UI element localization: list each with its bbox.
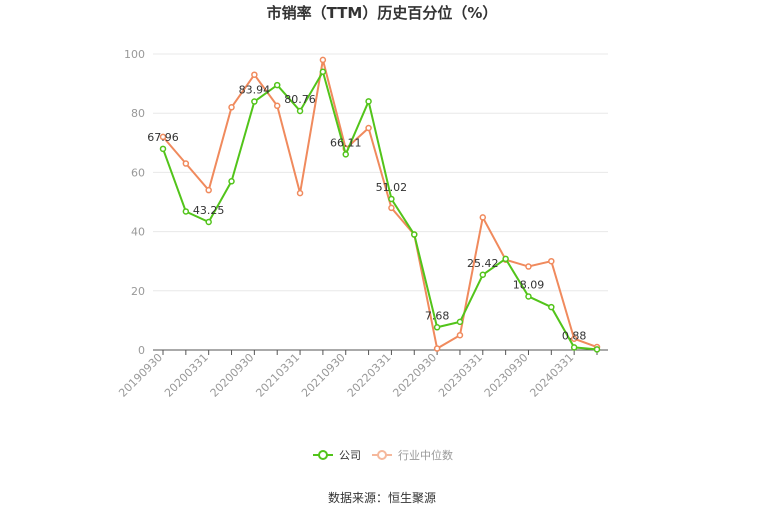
y-tick-label-80: 80 (131, 107, 145, 120)
data-label-20210930: 66.11 (330, 136, 362, 149)
series-0-point-20230331 (479, 271, 487, 279)
legend-marker-company (318, 450, 328, 460)
series-1-point-20191231 (182, 160, 190, 167)
x-tick-label-20210331: 20210331 (253, 351, 302, 400)
series-0-point-20210930 (342, 151, 349, 158)
y-tick-label-20: 20 (131, 285, 145, 298)
legend-label-company: 公司 (339, 449, 361, 462)
series-1-point-20210331 (296, 189, 304, 197)
series-0-point-20220630 (411, 231, 418, 238)
y-tick-label-0: 0 (138, 344, 145, 357)
x-tick-label-20220331: 20220331 (345, 351, 394, 400)
series-line-1 (162, 59, 598, 351)
series-1-point-20210630 (319, 56, 327, 64)
series-0-point-20220331 (388, 195, 395, 203)
series-0-point-20231231 (548, 303, 555, 311)
series-1-point-20240331 (570, 335, 578, 343)
series-0-point-20221231 (456, 318, 464, 326)
series-0-point-20240630 (593, 346, 601, 353)
x-tick-label-20190930: 20190930 (116, 351, 165, 400)
y-axis: 0 20 40 60 80 100 (124, 48, 145, 357)
y-tick-label-100: 100 (124, 48, 145, 61)
legend-label-industry: 行业中位数 (398, 448, 453, 462)
y-tick-label-40: 40 (131, 226, 145, 239)
y-tick-label-60: 60 (131, 166, 145, 179)
x-tick-label-20200331: 20200331 (162, 351, 211, 400)
series-0-point-20201231 (273, 81, 281, 89)
series-0-point-20211231 (365, 98, 372, 105)
x-tick-label-20220930: 20220930 (390, 351, 439, 400)
data-label-20200331: 43.25 (193, 204, 225, 217)
legend[interactable]: 公司 行业中位数 (313, 448, 453, 462)
series-0-point-20230930 (525, 293, 532, 300)
series-1-point-20230930 (525, 263, 532, 270)
series-1-point-20190930 (159, 133, 167, 141)
series-1-point-20231231 (548, 257, 555, 265)
series-1-point-20211231 (365, 124, 372, 132)
legend-item-company[interactable]: 公司 (313, 449, 361, 462)
series-1-point-20200331 (205, 186, 212, 194)
data-label-20220331: 51.02 (376, 181, 408, 194)
series-0-point-20200930 (251, 98, 258, 105)
data-label-20210331: 80.76 (284, 93, 316, 106)
series-1-point-20220930 (433, 345, 441, 352)
data-label-20200930: 83.94 (239, 84, 271, 97)
series-0-point-20191231 (182, 208, 190, 215)
legend-item-industry-median[interactable]: 行业中位数 (372, 448, 453, 462)
series-0-point-20230630 (502, 255, 509, 263)
data-label-20220930: 7.68 (425, 309, 450, 322)
series-0-point-20190930 (159, 145, 167, 153)
x-tick-label-20200930: 20200930 (208, 351, 257, 400)
x-tick-label-20230331: 20230331 (436, 351, 485, 400)
series-0-point-20200331 (205, 218, 212, 226)
series-0-point-20210331 (296, 107, 304, 115)
data-label-20230331: 25.42 (467, 257, 499, 270)
series-0-point-20220930 (433, 324, 441, 331)
x-axis: 2019093020200331202009302021033120210930… (116, 350, 598, 400)
series-1-point-20221231 (456, 331, 464, 339)
x-tick-label-20230930: 20230930 (482, 351, 531, 400)
series-1-point-20201231 (273, 102, 281, 110)
x-tick-label-20210930: 20210930 (299, 351, 348, 400)
series-0-point-20210630 (319, 68, 327, 76)
data-source: 数据来源：恒生聚源 (328, 490, 436, 505)
series-0-point-20200630 (228, 178, 235, 185)
data-labels: 67.96 43.25 83.94 80.76 66.11 51.02 7.68 25.42 1… (147, 84, 586, 343)
series-1-point-20200930 (251, 71, 258, 78)
series-1-point-20200630 (228, 104, 235, 111)
data-label-20230930: 18.09 (513, 278, 545, 291)
data-label-20190930: 67.96 (147, 131, 179, 144)
x-tick-label-20240331: 20240331 (527, 351, 576, 400)
series-1-point-20220331 (388, 204, 395, 212)
legend-marker-industry (377, 450, 387, 460)
series-0-point-20240331 (570, 344, 578, 351)
data-label-20240331: 0.88 (562, 329, 587, 342)
series-line-0 (162, 69, 598, 351)
series-layer (159, 56, 601, 353)
series-1-point-20230331 (479, 214, 487, 221)
chart-title: 市销率（TTM）历史百分位（%） (267, 4, 498, 22)
